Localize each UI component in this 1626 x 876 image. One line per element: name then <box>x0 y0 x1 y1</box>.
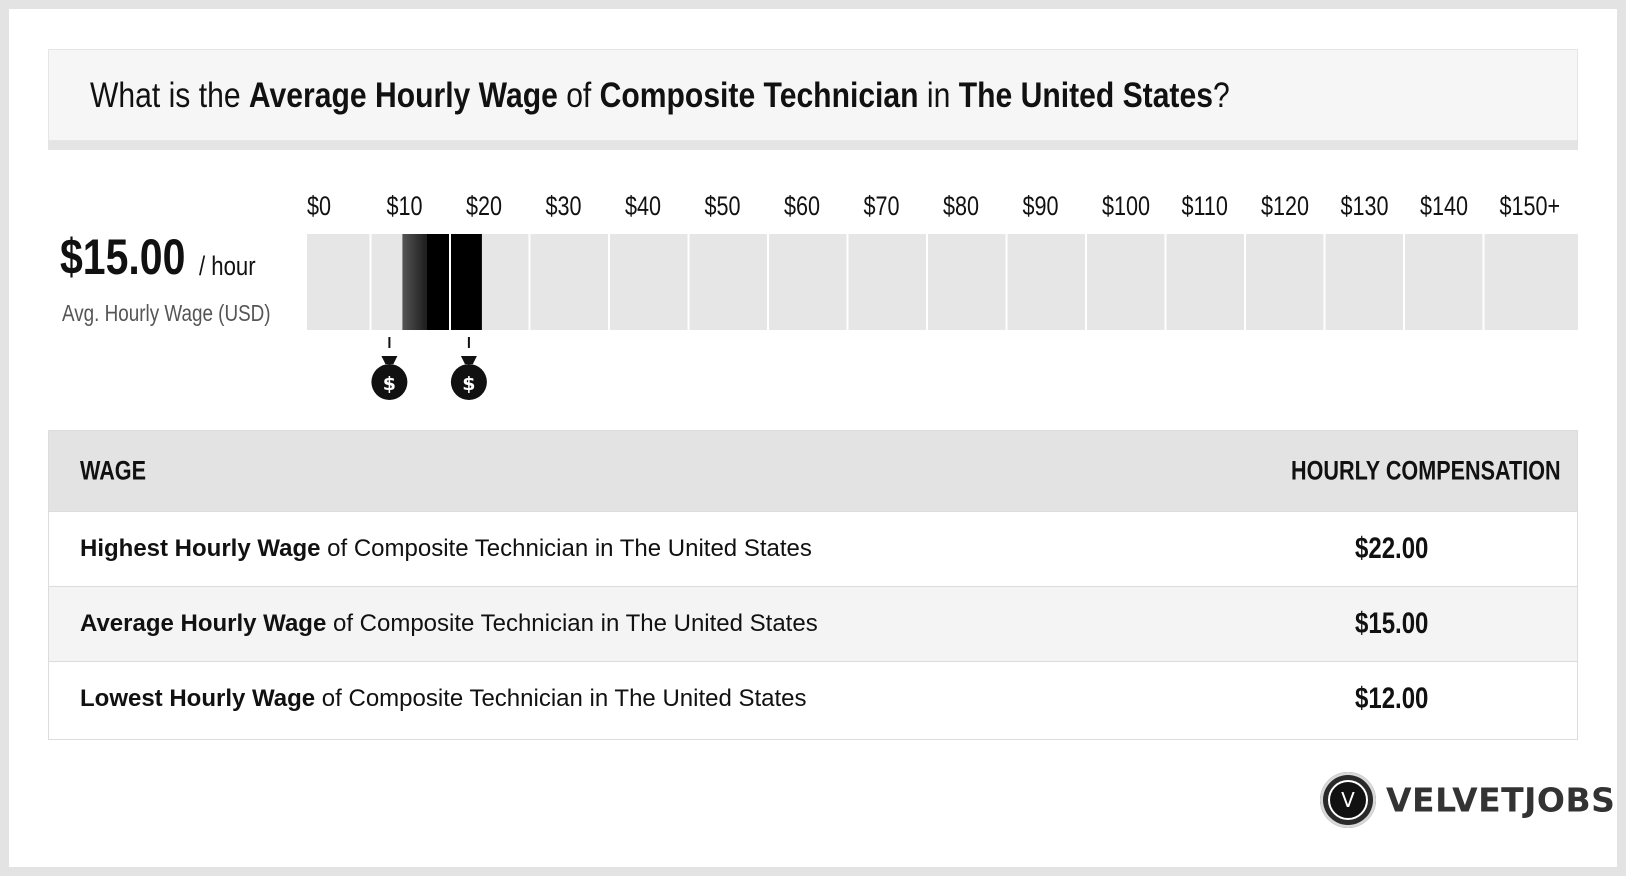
grid-divider <box>449 234 451 330</box>
table-row-average: Average Hourly Wage of Composite Technic… <box>49 586 1577 661</box>
table-header: WAGE HOURLY COMPENSATION <box>49 431 1577 511</box>
x-tick-label: $50 <box>704 192 740 222</box>
grid-divider <box>1482 234 1485 330</box>
x-tick-label: $70 <box>864 192 900 222</box>
svg-text:$: $ <box>383 373 396 395</box>
x-tick-label: $130 <box>1341 192 1389 222</box>
row-label: Highest Hourly Wage of Composite Technic… <box>80 535 812 562</box>
x-tick-label: $10 <box>387 192 423 222</box>
row-value: $15.00 <box>1355 607 1429 640</box>
x-tick-label: $110 <box>1181 192 1227 222</box>
grid-divider <box>369 234 372 330</box>
grid-divider <box>608 234 610 330</box>
grid-divider <box>1244 234 1246 330</box>
x-tick-label: $150+ <box>1500 192 1561 222</box>
x-tick-label: $100 <box>1102 192 1150 222</box>
money-bag-icon: $ <box>450 356 487 400</box>
range-bar-low-to-average <box>402 234 427 330</box>
row-value: $22.00 <box>1355 532 1429 565</box>
x-tick-label: $140 <box>1420 192 1468 222</box>
x-tick-label: $20 <box>466 192 502 222</box>
table-row-lowest: Lowest Hourly Wage of Composite Technici… <box>49 661 1577 736</box>
header-hourly-compensation: HOURLY COMPENSATION <box>1291 455 1561 486</box>
velvetjobs-logo: V VELVETJOBS <box>1320 772 1615 828</box>
x-tick-label: $90 <box>1023 192 1059 222</box>
title-box <box>48 49 1578 141</box>
grid-divider <box>1005 234 1008 330</box>
x-tick-label: $0 <box>307 192 331 222</box>
page-title: What is the Average Hourly Wage of Compo… <box>90 76 1230 115</box>
svg-text:$: $ <box>462 373 475 395</box>
average-wage-value: $15.00 <box>60 229 186 285</box>
chart-track <box>307 234 1578 330</box>
average-wage-unit: / hour <box>199 251 256 281</box>
grid-divider <box>1085 234 1087 330</box>
x-tick-label: $40 <box>625 192 661 222</box>
grid-divider <box>1403 234 1405 330</box>
wage-table: WAGE HOURLY COMPENSATION Highest Hourly … <box>48 430 1578 740</box>
logo-badge: V <box>1320 772 1376 828</box>
table-row-highest: Highest Hourly Wage of Composite Technic… <box>49 511 1577 586</box>
range-bar-average-to-high <box>426 234 482 330</box>
title-divider <box>48 141 1578 150</box>
row-label: Lowest Hourly Wage of Composite Technici… <box>80 685 807 712</box>
grid-divider <box>687 234 690 330</box>
header-wage: WAGE <box>80 455 147 486</box>
grid-divider <box>846 234 849 330</box>
average-wage-label: Avg. Hourly Wage (USD) <box>62 300 271 326</box>
grid-divider <box>528 234 531 330</box>
x-tick-label: $120 <box>1261 192 1309 222</box>
wage-range-chart: $0 $10 $20 $30 $40 $50 $60 $70 $80 $90 $100 $110 $12… <box>307 192 1578 400</box>
x-tick-label: $60 <box>784 192 820 222</box>
logo-mark: V <box>1328 780 1368 820</box>
grid-divider <box>767 234 769 330</box>
row-value: $12.00 <box>1355 682 1429 715</box>
x-tick-label: $30 <box>546 192 582 222</box>
grid-divider <box>1164 234 1167 330</box>
x-tick-label: $80 <box>943 192 979 222</box>
grid-divider <box>1323 234 1326 330</box>
grid-divider <box>926 234 928 330</box>
row-label: Average Hourly Wage of Composite Technic… <box>80 610 818 637</box>
money-bag-icon: $ <box>371 356 408 400</box>
logo-text: VELVETJOBS <box>1386 780 1616 820</box>
